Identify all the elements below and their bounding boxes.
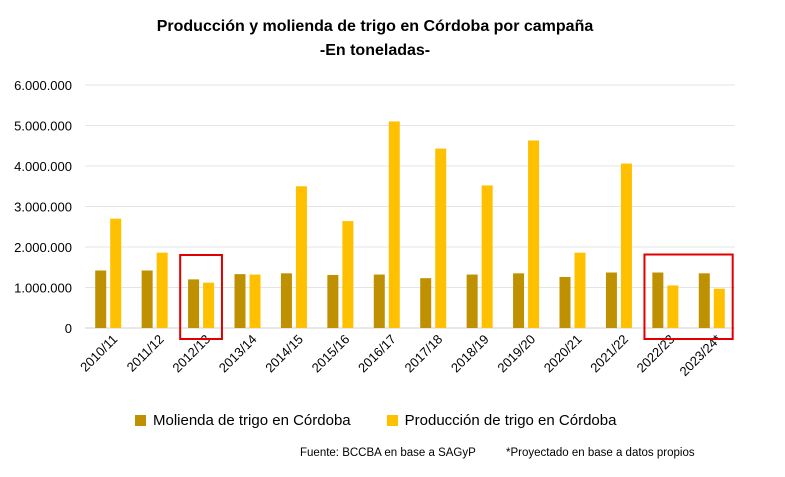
legend-item-molienda: Molienda de trigo en Córdoba: [135, 412, 351, 429]
bar-produccion: [481, 185, 493, 328]
highlight-box: [643, 253, 734, 340]
x-tick-label: 2014/15: [262, 332, 306, 376]
x-tick-label: 2015/16: [309, 332, 353, 376]
y-tick-label: 1.000.000: [14, 281, 72, 296]
bar-produccion: [435, 148, 447, 328]
legend-label-molienda: Molienda de trigo en Córdoba: [153, 412, 351, 429]
legend: Molienda de trigo en Córdoba Producción …: [135, 412, 652, 429]
bar-molienda: [513, 273, 525, 328]
bar-molienda: [327, 274, 339, 328]
y-tick-label: 3.000.000: [14, 200, 72, 215]
x-tick-label: 2020/21: [541, 332, 585, 376]
legend-item-produccion: Producción de trigo en Córdoba: [386, 412, 617, 429]
bar-molienda: [698, 273, 710, 328]
x-tick-label: 2017/18: [401, 332, 445, 376]
bar-molienda: [652, 272, 664, 328]
bar-produccion: [295, 186, 307, 328]
bar-molienda: [95, 270, 107, 328]
bar-produccion: [203, 282, 215, 328]
bar-molienda: [141, 270, 153, 328]
bar-produccion: [620, 163, 632, 328]
x-axis-ticks: 2010/11 2011/12 2012/13 2013/14 2014/15 2015/…: [77, 332, 724, 379]
x-tick-label: 2011/12: [124, 332, 167, 375]
bar-molienda: [188, 279, 200, 328]
bar-molienda: [373, 274, 385, 328]
bar-molienda: [420, 278, 432, 328]
y-tick-label: 4.000.000: [14, 159, 72, 174]
footer-source: Fuente: BCCBA en base a SAGyP: [300, 447, 476, 459]
x-tick-label: 2018/19: [448, 332, 492, 376]
y-tick-label: 6.000.000: [14, 78, 72, 93]
x-tick-label: 2021/22: [587, 332, 631, 376]
y-tick-label: 2.000.000: [14, 240, 72, 255]
highlight-boxes: [179, 253, 734, 340]
bar-produccion: [110, 218, 122, 328]
chart-title: Producción y molienda de trigo en Córdob…: [156, 18, 594, 35]
bar-molienda: [466, 274, 478, 328]
legend-label-produccion: Producción de trigo en Córdoba: [404, 412, 617, 429]
bar-produccion: [156, 252, 168, 328]
legend-swatch-molienda: [135, 415, 146, 426]
bar-molienda: [605, 272, 617, 328]
x-tick-label: 2010/11: [77, 332, 120, 375]
highlight-box: [179, 254, 223, 340]
y-tick-label: 0: [65, 321, 72, 336]
bar-produccion: [249, 274, 261, 328]
bar-molienda: [559, 276, 571, 328]
bar-molienda: [234, 274, 246, 328]
grid-lines: [85, 84, 735, 329]
bar-chart: 0 1.000.000 2.000.000 3.000.000 4.000.000 5.0…: [14, 78, 735, 379]
bar-produccion: [342, 221, 354, 328]
chart-subtitle: -En toneladas-: [319, 42, 431, 59]
x-tick-label: 2016/17: [355, 332, 399, 376]
bar-produccion: [713, 288, 725, 328]
x-tick-label: 2019/20: [494, 332, 538, 376]
bar-produccion: [574, 252, 586, 328]
y-axis-ticks: 0 1.000.000 2.000.000 3.000.000 4.000.000 5.0…: [14, 78, 72, 336]
footer-note: *Proyectado en base a datos propios: [506, 447, 695, 459]
bar-molienda: [280, 273, 292, 328]
y-tick-label: 5.000.000: [14, 119, 72, 134]
bars: [95, 121, 725, 328]
bar-produccion: [667, 285, 679, 328]
legend-swatch-produccion: [386, 415, 398, 426]
bar-produccion: [388, 121, 400, 328]
bar-produccion: [528, 140, 540, 328]
